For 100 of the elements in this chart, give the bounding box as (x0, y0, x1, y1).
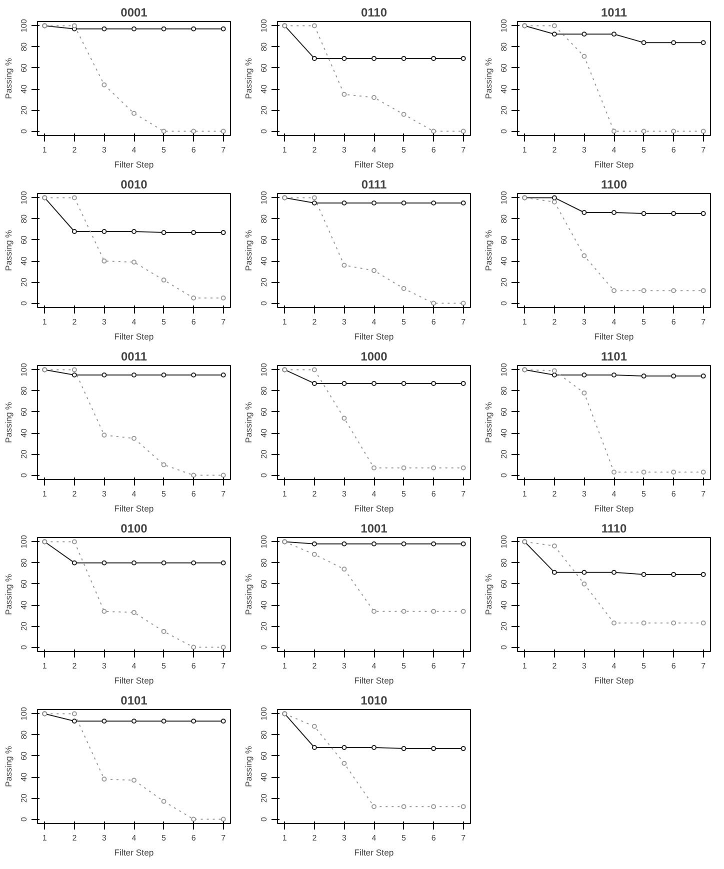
y-tick-label: 0 (500, 644, 508, 650)
x-tick-label: 3 (102, 834, 107, 842)
y-tick-label: 80 (500, 558, 508, 568)
y-tick-label: 80 (500, 386, 508, 396)
x-tick-label: 7 (221, 662, 226, 670)
y-tick-label: 0 (500, 300, 508, 306)
x-tick-label: 7 (701, 146, 706, 154)
x-axis-title: Filter Step (594, 332, 634, 342)
y-tick-label: 60 (500, 406, 508, 416)
y-tick-label: 100 (260, 362, 268, 376)
x-tick-label: 4 (612, 662, 617, 670)
chart-title: 0100 (120, 522, 148, 536)
chart-title: 1001 (360, 522, 388, 536)
x-axis-title: Filter Step (354, 332, 394, 342)
x-tick-label: 7 (701, 662, 706, 670)
x-tick-label: 3 (342, 318, 347, 326)
x-axis-title: Filter Step (114, 676, 154, 686)
x-axis-title: Filter Step (354, 676, 394, 686)
x-tick-label: 5 (402, 318, 407, 326)
x-tick-label: 3 (582, 490, 587, 498)
y-tick-label: 80 (260, 42, 268, 52)
x-tick-label: 6 (671, 490, 676, 498)
x-tick-label: 5 (162, 662, 167, 670)
y-tick-label: 80 (500, 214, 508, 224)
y-tick-label: 20 (260, 621, 268, 631)
y-tick-label: 20 (500, 449, 508, 459)
y-tick-label: 60 (20, 62, 28, 72)
x-tick-label: 2 (552, 490, 558, 498)
y-tick-label: 40 (500, 256, 508, 266)
chart-title: 0101 (120, 694, 148, 708)
y-tick-label: 80 (20, 558, 28, 568)
x-tick-label: 1 (522, 146, 528, 154)
x-tick-label: 7 (461, 318, 466, 326)
x-tick-label: 1 (522, 490, 528, 498)
x-tick-label: 6 (431, 490, 436, 498)
x-tick-label: 6 (671, 662, 676, 670)
y-tick-label: 60 (260, 750, 268, 760)
y-tick-label: 0 (260, 816, 268, 822)
y-tick-label: 40 (20, 600, 28, 610)
x-tick-label: 6 (431, 662, 436, 670)
x-tick-label: 7 (461, 834, 466, 842)
y-tick-label: 40 (20, 256, 28, 266)
x-tick-label: 5 (162, 834, 167, 842)
x-tick-label: 3 (342, 662, 347, 670)
y-tick-label: 80 (260, 558, 268, 568)
y-tick-label: 40 (500, 428, 508, 438)
x-tick-label: 3 (102, 318, 107, 326)
y-tick-label: 40 (500, 600, 508, 610)
x-tick-label: 2 (312, 146, 318, 154)
x-axis-title: Filter Step (354, 504, 394, 514)
y-tick-label: 20 (260, 449, 268, 459)
x-tick-label: 4 (612, 146, 617, 154)
y-tick-label: 40 (260, 256, 268, 266)
y-axis-title: Passing % (244, 230, 254, 271)
chart-title: 0011 (120, 350, 148, 364)
y-tick-label: 40 (20, 428, 28, 438)
x-tick-label: 7 (221, 490, 226, 498)
x-tick-label: 3 (102, 490, 107, 498)
y-tick-label: 20 (260, 793, 268, 803)
y-axis-title: Passing % (4, 58, 14, 99)
y-tick-label: 0 (260, 300, 268, 306)
x-tick-label: 4 (372, 834, 377, 842)
x-tick-label: 2 (312, 490, 318, 498)
y-tick-label: 80 (20, 214, 28, 224)
x-tick-label: 5 (642, 662, 647, 670)
x-tick-label: 6 (431, 834, 436, 842)
y-tick-label: 100 (500, 18, 508, 32)
x-tick-label: 1 (522, 318, 528, 326)
x-tick-label: 6 (191, 490, 196, 498)
x-tick-label: 5 (402, 834, 407, 842)
x-tick-label: 7 (461, 146, 466, 154)
x-tick-label: 6 (671, 146, 676, 154)
y-tick-label: 80 (500, 42, 508, 52)
y-tick-label: 80 (260, 730, 268, 740)
x-tick-label: 4 (132, 662, 137, 670)
y-tick-label: 20 (20, 449, 28, 459)
x-tick-label: 5 (402, 146, 407, 154)
x-tick-label: 1 (282, 662, 288, 670)
x-tick-label: 5 (162, 490, 167, 498)
x-tick-label: 1 (282, 490, 288, 498)
y-tick-label: 100 (260, 706, 268, 720)
x-tick-label: 4 (612, 490, 617, 498)
y-tick-label: 0 (20, 128, 28, 134)
x-tick-label: 2 (72, 834, 78, 842)
x-tick-label: 4 (372, 490, 377, 498)
y-axis-title: Passing % (4, 230, 14, 271)
y-tick-label: 40 (500, 84, 508, 94)
y-tick-label: 0 (260, 644, 268, 650)
x-tick-label: 3 (102, 146, 107, 154)
x-axis-title: Filter Step (354, 160, 394, 170)
x-tick-label: 7 (221, 834, 226, 842)
y-tick-label: 60 (260, 62, 268, 72)
x-tick-label: 6 (191, 834, 196, 842)
x-axis-title: Filter Step (354, 848, 394, 858)
y-tick-label: 0 (20, 816, 28, 822)
y-tick-label: 20 (20, 621, 28, 631)
x-tick-label: 2 (312, 834, 318, 842)
x-tick-label: 3 (342, 834, 347, 842)
y-tick-label: 20 (260, 105, 268, 115)
y-tick-label: 0 (260, 472, 268, 478)
